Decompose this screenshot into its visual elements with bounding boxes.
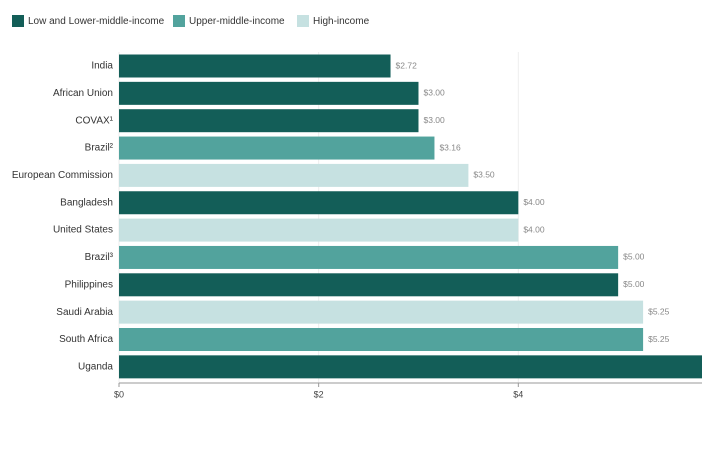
y-tick-label: Brazil³ (85, 252, 114, 263)
bar (119, 273, 619, 297)
value-label: $3.00 (423, 88, 445, 98)
value-label: $4.00 (523, 197, 545, 207)
legend-label: High-income (313, 16, 370, 27)
y-tick-label: Brazil² (85, 143, 114, 154)
bar (119, 218, 519, 242)
x-tick-label: $2 (314, 389, 324, 399)
bar (119, 163, 469, 187)
legend-swatch (297, 15, 309, 27)
value-label: $3.16 (439, 142, 461, 152)
value-label: $3.50 (473, 170, 495, 180)
y-tick-label: Saudi Arabia (56, 307, 113, 318)
y-tick-label: Uganda (78, 361, 113, 372)
legend-swatch (173, 15, 185, 27)
legend-label: Low and Lower-middle-income (28, 16, 165, 27)
y-tick-label: United States (53, 225, 113, 236)
bar (119, 54, 391, 78)
bar (119, 136, 435, 160)
bar (119, 109, 419, 133)
value-label: $3.00 (423, 115, 445, 125)
bar (119, 191, 519, 215)
y-tick-label: Bangladesh (60, 197, 113, 208)
value-label: $4.00 (523, 224, 545, 234)
x-tick-label: $0 (114, 389, 124, 399)
plot-area (119, 54, 702, 379)
y-tick-label: India (91, 61, 113, 72)
bar (119, 328, 644, 351)
y-tick-label: African Union (53, 88, 113, 99)
bar (119, 355, 702, 379)
y-tick-label: Philippines (65, 279, 113, 290)
legend-label: Upper-middle-income (189, 16, 285, 27)
bar (119, 245, 619, 269)
x-tick-label: $4 (513, 389, 523, 399)
value-label: $2.72 (396, 60, 418, 70)
value-label: $5.25 (648, 334, 670, 344)
bar (119, 300, 644, 324)
value-label: $5.00 (623, 279, 645, 289)
value-label: $5.00 (623, 252, 645, 262)
y-tick-label: COVAX¹ (75, 115, 113, 126)
value-label: $5.25 (648, 306, 670, 316)
y-tick-label: South Africa (59, 334, 113, 345)
legend-swatch (12, 15, 24, 27)
bar (119, 81, 419, 105)
y-tick-label: European Commission (12, 170, 113, 181)
